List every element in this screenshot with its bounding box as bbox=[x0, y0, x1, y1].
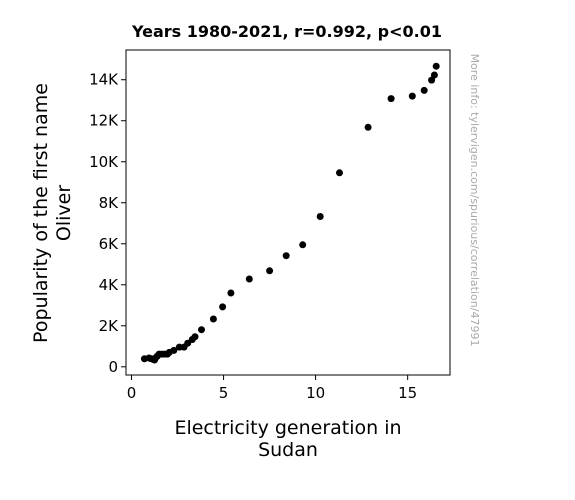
watermark-text: More info: tylervigen.com/spurious/corre… bbox=[468, 54, 481, 347]
data-point-18 bbox=[191, 333, 199, 341]
y-tick-label-10K: 10K bbox=[89, 153, 119, 171]
data-point-33 bbox=[428, 76, 436, 84]
x-tick-label-15: 15 bbox=[398, 384, 417, 402]
data-point-25 bbox=[282, 252, 290, 260]
data-point-28 bbox=[336, 169, 343, 177]
data-point-31 bbox=[408, 92, 416, 100]
data-point-26 bbox=[299, 241, 307, 249]
data-point-20 bbox=[209, 315, 217, 323]
data-point-24 bbox=[266, 267, 274, 275]
y-axis-label-line-1: Popularity of the first name bbox=[30, 83, 52, 343]
data-point-21 bbox=[219, 303, 227, 311]
y-tick-label-14K: 14K bbox=[89, 71, 119, 89]
y-tick-label-2K: 2K bbox=[99, 317, 120, 335]
data-point-34 bbox=[430, 71, 438, 79]
y-axis-label-line-2: Oliver bbox=[53, 185, 75, 241]
y-axis-ticks: 0 2K 4K 6K 8K 10K 12K 14K bbox=[89, 71, 126, 376]
plot-frame bbox=[125, 49, 451, 376]
y-tick-label-12K: 12K bbox=[89, 112, 119, 130]
x-axis-label-line-1: Electricity generation in bbox=[174, 417, 401, 439]
data-point-27 bbox=[316, 213, 324, 220]
x-axis-ticks: 0 5 10 15 bbox=[127, 375, 417, 402]
data-point-13 bbox=[170, 346, 178, 354]
data-point-29 bbox=[364, 123, 372, 131]
y-tick-label-4K: 4K bbox=[99, 276, 120, 294]
data-point-23 bbox=[245, 275, 253, 283]
x-tick-label-0: 0 bbox=[127, 384, 137, 402]
y-tick-label-8K: 8K bbox=[99, 194, 120, 212]
y-tick-label-6K: 6K bbox=[99, 235, 120, 253]
data-point-30 bbox=[387, 95, 395, 103]
data-point-32 bbox=[420, 86, 428, 94]
data-points bbox=[140, 62, 440, 364]
data-point-35 bbox=[432, 62, 440, 70]
chart-title: Years 1980-2021, r=0.992, p<0.01 bbox=[131, 22, 442, 41]
x-axis-label-line-2: Sudan bbox=[258, 439, 318, 461]
x-tick-label-10: 10 bbox=[306, 384, 325, 402]
x-tick-label-5: 5 bbox=[219, 384, 229, 402]
data-point-22 bbox=[227, 289, 235, 297]
data-point-19 bbox=[198, 326, 205, 334]
y-tick-label-0: 0 bbox=[108, 358, 118, 376]
